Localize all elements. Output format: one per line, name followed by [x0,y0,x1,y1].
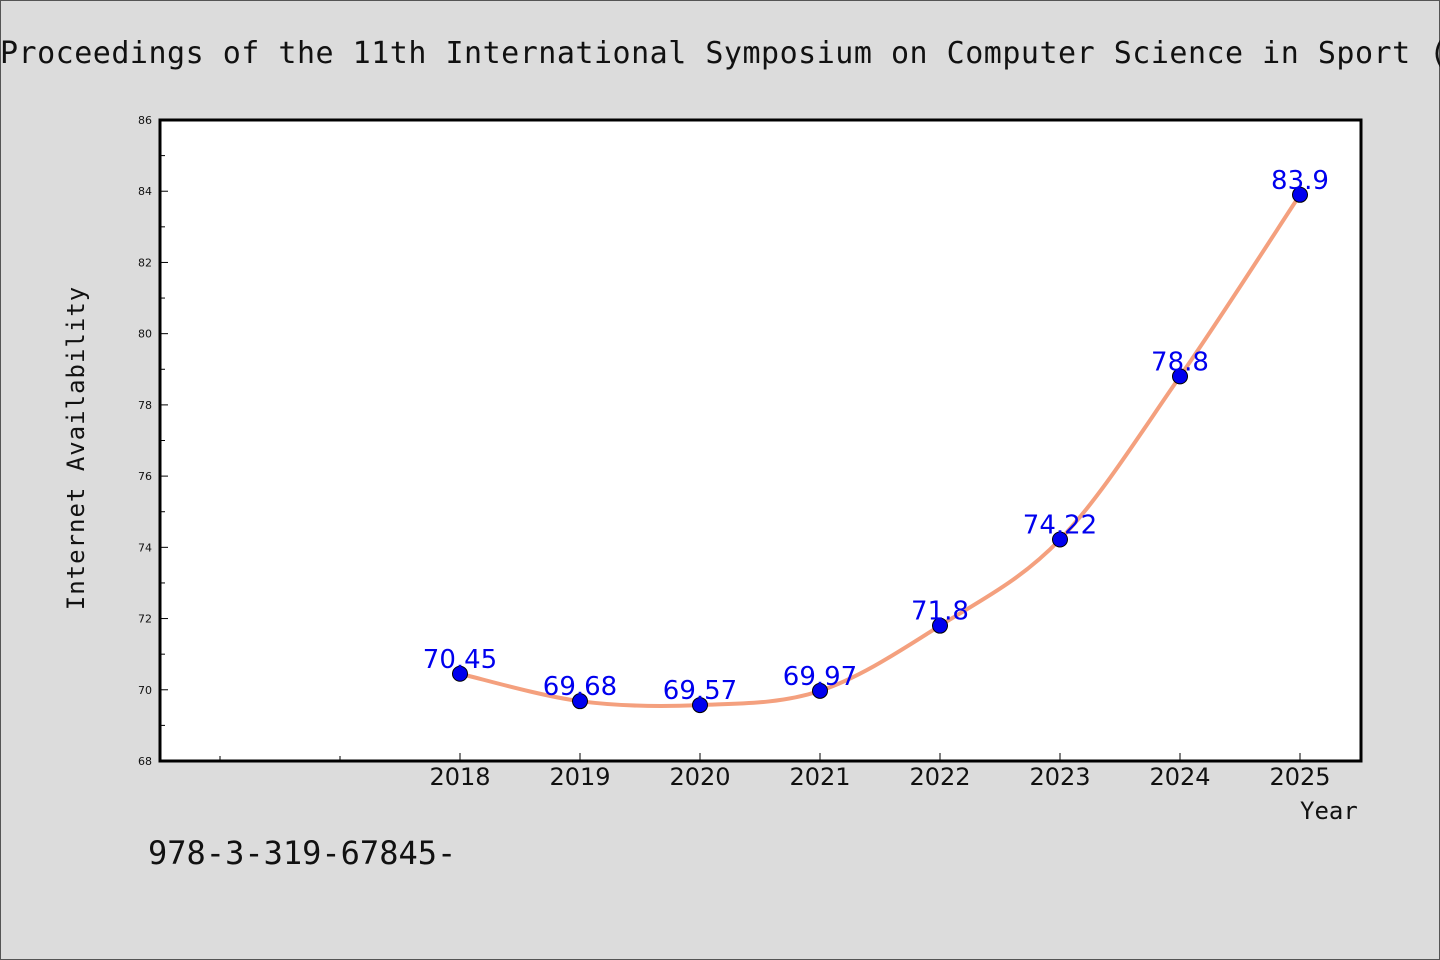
x-axis-label: Year [1300,797,1358,825]
x-tick-label: 2024 [1149,763,1210,791]
data-point [1052,531,1068,548]
y-axis-label: Internet Availability [62,285,90,611]
x-tick-label: 2021 [789,763,850,791]
data-point [1172,368,1188,385]
data-point [812,682,828,699]
data-labels-group: 70.45 69.68 69.57 69.97 71.8 74.22 78.8 83.9 [423,166,1329,706]
x-tick-label: 2025 [1269,763,1330,791]
y-tick-label: 74 [138,541,152,554]
y-tick-label: 76 [138,470,152,483]
data-label: 74.22 [1023,510,1097,540]
y-tick-label: 82 [138,256,152,269]
y-tick-label: 70 [138,684,152,697]
data-point [1292,186,1308,203]
data-label: 83.9 [1271,166,1329,196]
x-tick-label: 2019 [549,763,610,791]
x-tick-label: 2018 [429,763,490,791]
y-tick-label: 72 [138,613,152,626]
page-title: Proceedings of the 11th International Sy… [0,36,1440,71]
x-tick-label: 2022 [909,763,970,791]
footer-isbn: 978-3-319-67845- [148,834,457,872]
y-tick-label: 68 [138,755,152,768]
x-tick-label: 2023 [1029,763,1090,791]
data-point [932,617,948,634]
data-point [692,697,708,714]
plot-frame [158,118,1363,763]
markers-group [452,186,1308,714]
data-label: 78.8 [1151,347,1209,377]
data-label: 70.45 [423,645,497,675]
data-point [572,693,588,710]
y-tick-label: 84 [138,185,152,198]
plot-area [160,120,1361,761]
data-label: 69.57 [663,676,737,706]
x-axis-ticks: 2018 2019 2020 2021 2022 2023 2024 2025 [219,753,1331,791]
data-point [452,665,468,682]
data-label: 71.8 [911,597,969,627]
y-tick-label: 78 [138,399,152,412]
y-tick-label: 86 [138,114,152,127]
y-tick-label: 80 [138,328,152,341]
data-label: 69.97 [783,662,857,692]
x-tick-label: 2020 [669,763,730,791]
data-label: 69.68 [543,672,617,702]
